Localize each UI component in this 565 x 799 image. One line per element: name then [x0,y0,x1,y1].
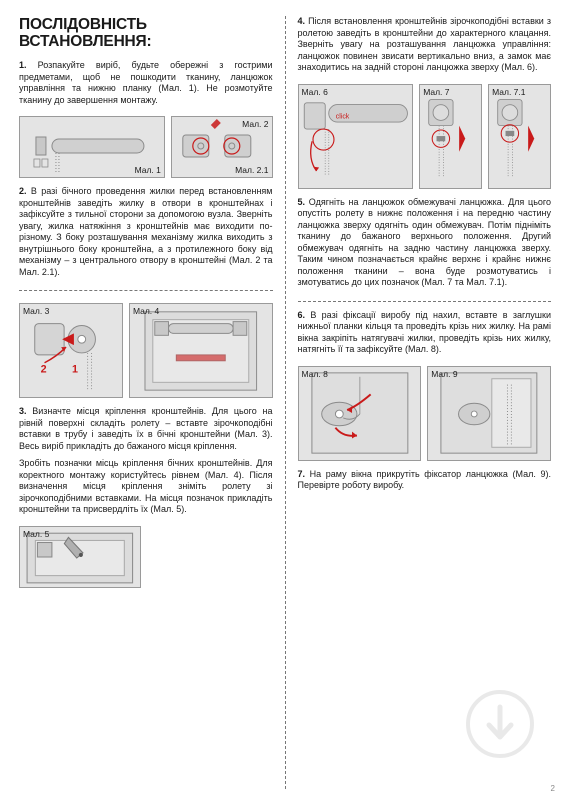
fig-label-71: Мал. 7.1 [492,87,525,97]
figure-9: Мал. 9 [427,366,551,461]
figure-row-5: Мал. 8 Мал. 9 [298,366,552,461]
click-label: click [335,113,349,120]
marker-1: 1 [72,364,78,376]
figure-1: Мал. 1 [19,116,165,178]
fig-label-6: Мал. 6 [302,87,328,97]
step-6: 6. В разі фіксації виробу під нахил, вст… [298,310,552,356]
figure-71: Мал. 7.1 [488,84,551,189]
figure-7: Мал. 7 [419,84,482,189]
figure-row-2: Мал. 3 2 1 Мал. 4 [19,303,273,398]
step-5: 5. Одягніть на ланцюжок обмежувачі ланцю… [298,197,552,289]
divider-left [19,290,273,291]
step-1: 1. Розпакуйте виріб, будьте обережні з г… [19,60,273,106]
fig-label-3: Мал. 3 [23,306,49,316]
watermark-icon [465,689,535,759]
figure-row-3: Мал. 5 [19,526,273,588]
step-3b: Зробіть позначки місць кріплення бічних … [19,458,273,516]
step-4: 4. Після встановлення кронштейнів зірочк… [298,16,552,74]
fig-label-2: Мал. 2 [242,119,268,129]
step-2: 2. В разі бічного проведення жилки перед… [19,186,273,278]
marker-2: 2 [41,364,47,376]
fig-label-21: Мал. 2.1 [235,165,268,175]
fig-label-1: Мал. 1 [135,165,161,175]
page-number: 2 [551,784,555,793]
fig-label-4: Мал. 4 [133,306,159,316]
figure-4: Мал. 4 [129,303,273,398]
figure-row-1: Мал. 1 Мал. 2 Мал. 2.1 [19,116,273,178]
figure-2: Мал. 2 Мал. 2.1 [171,116,273,178]
figure-3: Мал. 3 2 1 [19,303,123,398]
step-3a: 3. Визначте місця кріплення кронштейнів.… [19,406,273,452]
figure-8: Мал. 8 [298,366,422,461]
fig-label-5: Мал. 5 [23,529,49,539]
figure-5: Мал. 5 [19,526,141,588]
fig-label-8: Мал. 8 [302,369,328,379]
vertical-divider [285,16,286,789]
divider-right [298,301,552,302]
fig-label-7: Мал. 7 [423,87,449,97]
figure-row-4: Мал. 6 click Мал. 7 [298,84,552,189]
figure-6: Мал. 6 click [298,84,414,189]
step-7: 7. На раму вікна прикрутіть фіксатор лан… [298,469,552,492]
fig-label-9: Мал. 9 [431,369,457,379]
page-title: ПОСЛІДОВНІСТЬ ВСТАНОВЛЕННЯ: [19,16,273,50]
